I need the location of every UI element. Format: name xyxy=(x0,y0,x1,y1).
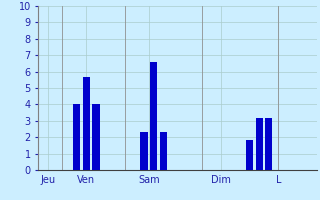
Bar xyxy=(246,140,253,170)
Bar xyxy=(160,132,167,170)
Bar xyxy=(83,77,90,170)
Bar xyxy=(265,118,272,170)
Bar xyxy=(150,62,157,170)
Bar xyxy=(73,104,80,170)
Bar xyxy=(140,132,148,170)
Bar xyxy=(256,118,263,170)
Bar xyxy=(92,104,100,170)
